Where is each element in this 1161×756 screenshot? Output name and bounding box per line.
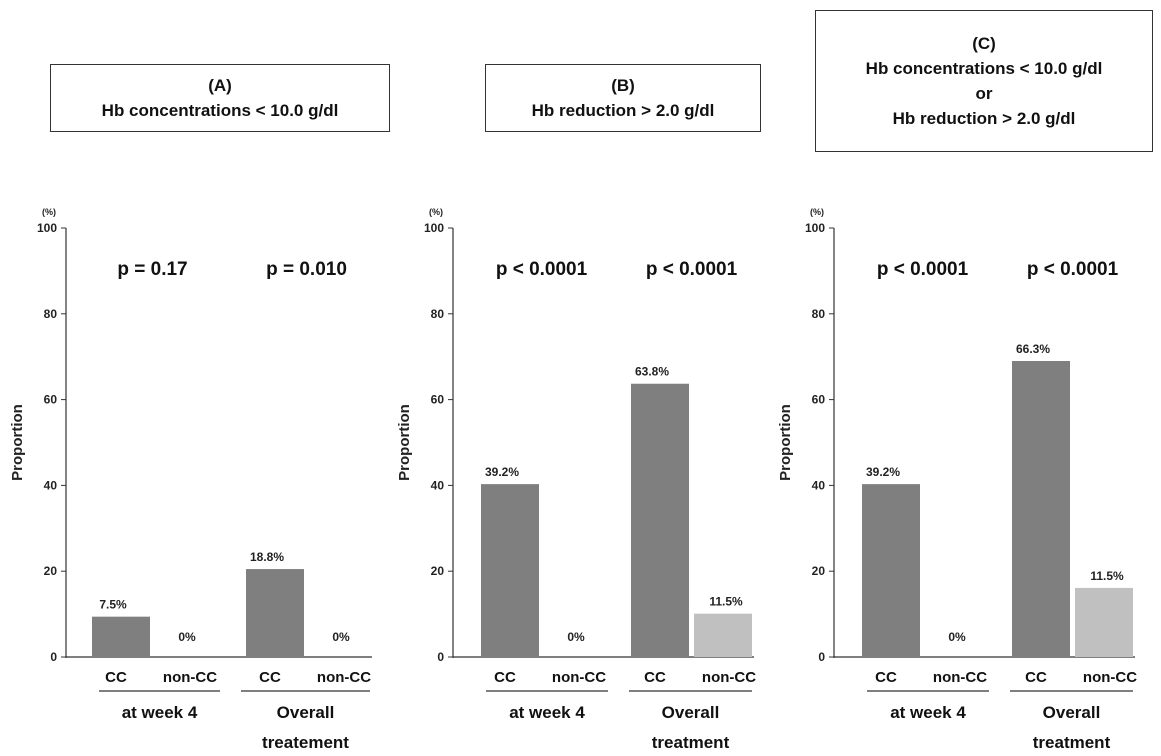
panel-b-data-label: 39.2% [485,465,519,479]
panel-a-title-box: (A) Hb concentrations < 10.0 g/dl [50,64,390,132]
panel-c-data-label: 11.5% [1090,569,1124,583]
panel-a-y-tick-label: 20 [44,564,58,578]
panel-b-bar-non-cc [694,613,752,657]
panel-b-y-tick-label: 20 [431,564,445,578]
panel-b-y-axis-label: Proportion [396,404,413,481]
panel-c-category-label: CC [875,669,897,686]
panel-a-y-tick-label: 60 [44,393,58,407]
panel-b-data-label: 0% [567,630,585,644]
panel-a-data-label: 7.5% [99,598,127,612]
panel-b-bar-cc [481,484,539,657]
panel-c-y-axis-label: Proportion [777,404,794,481]
panel-c-group-label: Overall [1043,703,1101,722]
panel-c-bar-cc [862,484,920,657]
panel-a-y-tick-label: 80 [44,307,58,321]
panel-c-y-tick-label: 60 [812,393,826,407]
panel-c-group-label: treatment [1033,733,1111,752]
panel-c-y-tick-label: 0 [818,650,825,664]
panel-c-y-tick-label: 20 [812,564,826,578]
panel-c-y-tick-label: 80 [812,307,826,321]
panel-a-category-label: non-CC [317,669,371,686]
panel-a-group-label: Overall [277,703,335,722]
panel-a-y-unit: (%) [42,207,56,217]
panel-a-y-tick-label: 40 [44,478,58,492]
panel-b-y-unit: (%) [429,207,443,217]
panel-b-data-label: 11.5% [709,595,743,609]
panel-c-y-unit: (%) [810,207,824,217]
panel-c-y-tick-label: 100 [805,221,825,235]
panel-c-bar-non-cc [1075,587,1133,657]
panel-a-p-value: p = 0.010 [266,259,347,280]
panel-a-title-line-2: Hb concentrations < 10.0 g/dl [101,101,339,120]
panel-b-group-label: treatment [652,733,730,752]
panel-a-y-tick-label: 100 [37,221,57,235]
panel-c-p-value: p < 0.0001 [1027,259,1119,280]
panel-c-title-line-2: Hb concentrations < 10.0 g/dl [865,59,1103,78]
panel-c-data-label: 0% [948,630,966,644]
panel-a-bar-cc [92,616,150,657]
panel-a-data-label: 0% [332,630,350,644]
panel-a-y-axis-label: Proportion [9,404,26,481]
panel-c-category-label: non-CC [933,669,987,686]
panel-a-data-label: 18.8% [250,550,284,564]
panel-b-title-line-1: (B) [611,76,635,95]
panel-c-bar-cc [1012,360,1070,657]
panel-a-category-label: CC [259,669,281,686]
panel-b-p-value: p < 0.0001 [496,259,588,280]
panel-a-group-label: treatement [262,733,349,752]
panel-b-p-value: p < 0.0001 [646,259,738,280]
panel-c-title-line-3: or [975,84,993,103]
panel-a-category-label: non-CC [163,669,217,686]
panel-c-p-value: p < 0.0001 [877,259,969,280]
panel-b-category-label: CC [494,669,516,686]
panel-b-category-label: non-CC [702,669,756,686]
panel-b-y-tick-label: 60 [431,393,445,407]
panel-a-data-label: 0% [178,630,196,644]
panel-c-y-tick-label: 40 [812,478,826,492]
panel-a-group-label: at week 4 [122,703,198,722]
panel-b-category-label: CC [644,669,666,686]
panel-b-data-label: 63.8% [635,365,669,379]
panel-a-y-tick-label: 0 [50,650,57,664]
panel-b-bar-cc [631,383,689,657]
panel-a-title-line-1: (A) [208,76,232,95]
panel-c-group-label: at week 4 [890,703,966,722]
panel-c-category-label: non-CC [1083,669,1137,686]
panel-b-y-tick-label: 0 [437,650,444,664]
panel-b-title-box: (B) Hb reduction > 2.0 g/dl [485,64,761,132]
panel-c-title-line-4: Hb reduction > 2.0 g/dl [892,109,1076,128]
panel-a-category-label: CC [105,669,127,686]
panel-c-title-line-1: (C) [972,34,996,53]
panel-b-y-tick-label: 40 [431,478,445,492]
panel-b-y-tick-label: 80 [431,307,445,321]
panel-a-bar-cc [246,569,304,657]
panel-a-p-value: p = 0.17 [117,259,187,280]
panel-c-data-label: 39.2% [866,465,900,479]
panel-b-category-label: non-CC [552,669,606,686]
panel-b-y-tick-label: 100 [424,221,444,235]
panel-b-group-label: at week 4 [509,703,585,722]
panel-c-category-label: CC [1025,669,1047,686]
panel-b-title-line-2: Hb reduction > 2.0 g/dl [531,101,715,120]
panel-c-data-label: 66.3% [1016,342,1050,356]
panel-b-group-label: Overall [662,703,720,722]
panel-c-title-box: (C) Hb concentrations < 10.0 g/dl or Hb … [815,10,1153,152]
